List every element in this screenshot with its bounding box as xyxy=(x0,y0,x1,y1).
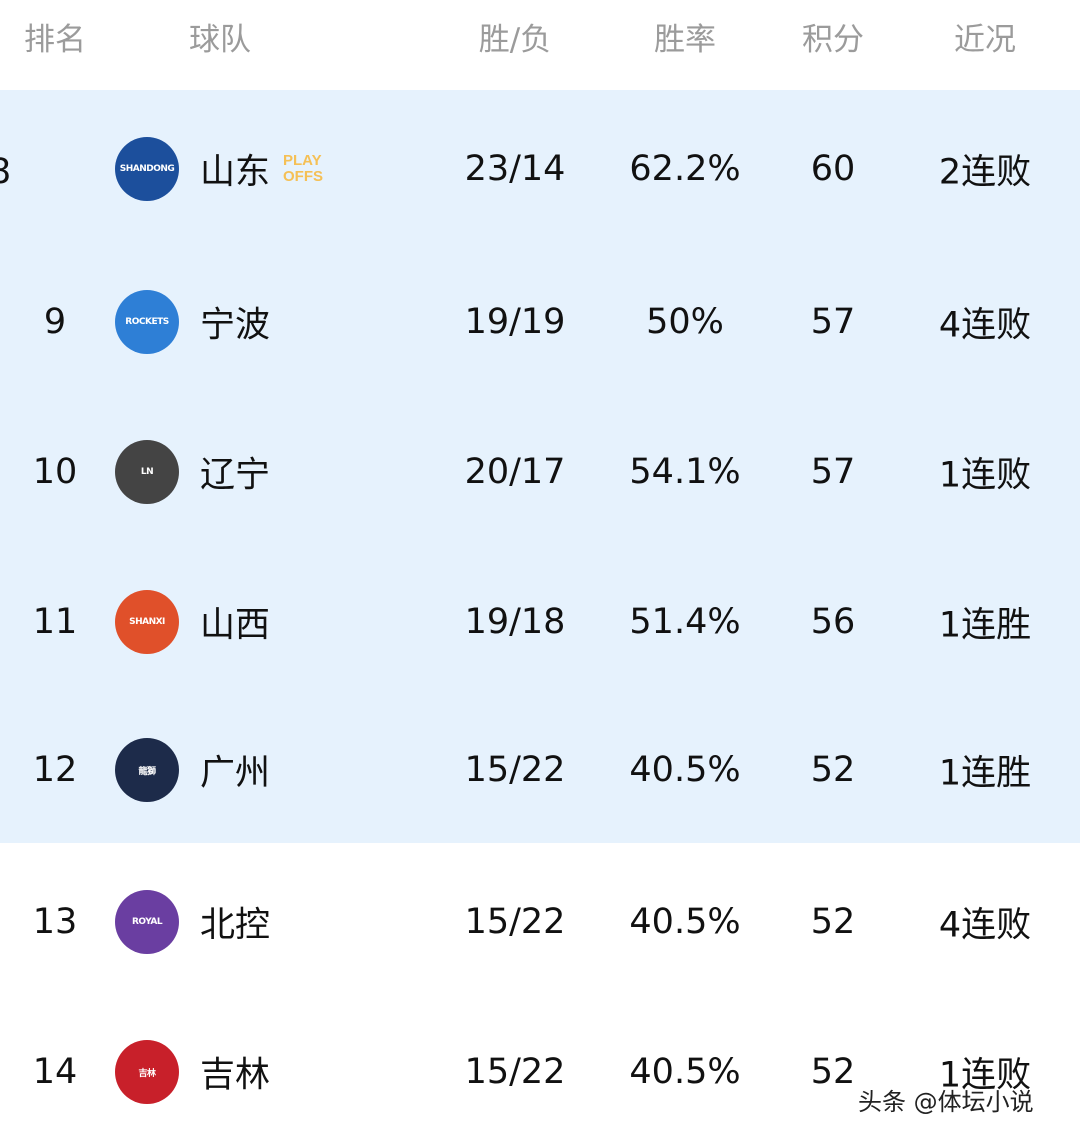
table-row[interactable]: 9 ROCKETS 宁波 19/19 50% 57 4连败 xyxy=(0,247,1080,397)
win-pct: 51.4% xyxy=(629,602,741,642)
recent-form: 1连胜 xyxy=(938,605,1032,646)
team-logo: ROYAL xyxy=(115,890,179,954)
header-wl: 胜/负 xyxy=(478,22,552,58)
win-loss: 19/18 xyxy=(464,602,566,642)
win-loss: 15/22 xyxy=(464,902,566,942)
team-logo: SHANDONG xyxy=(115,136,179,201)
table-row[interactable]: 11 SHANXI 山西 19/18 51.4% 56 1连胜 xyxy=(0,547,1080,697)
team-logo: 吉林 xyxy=(115,1040,179,1104)
recent-form: 4连败 xyxy=(938,905,1032,946)
team-logo: 龍獅 xyxy=(115,738,179,802)
playoffs-badge: PLAY OFFS xyxy=(283,151,323,185)
team-name[interactable]: 北控 xyxy=(200,905,271,946)
team-name[interactable]: 辽宁 xyxy=(200,455,271,496)
win-pct: 40.5% xyxy=(629,750,741,790)
recent-form: 2连败 xyxy=(938,152,1032,192)
table-row[interactable]: 14 吉林 吉林 15/22 40.5% 52 1连败 xyxy=(0,997,1080,1147)
win-loss: 15/22 xyxy=(464,1052,566,1092)
team-name[interactable]: 吉林 xyxy=(200,1055,271,1096)
recent-form: 1连败 xyxy=(938,1055,1032,1096)
win-pct: 50% xyxy=(646,302,724,342)
win-pct: 62.2% xyxy=(629,148,741,189)
table-row[interactable]: 12 龍獅 广州 15/22 40.5% 52 1连胜 xyxy=(0,697,1080,843)
header-pts: 积分 xyxy=(802,22,864,58)
rank: 13 xyxy=(32,902,78,942)
rank: 9 xyxy=(43,302,67,342)
team-name[interactable]: 山东 xyxy=(200,152,271,192)
table-row[interactable]: 10 LN 辽宁 20/17 54.1% 57 1连败 xyxy=(0,397,1080,547)
win-loss: 19/19 xyxy=(464,302,566,342)
recent-form: 4连败 xyxy=(938,305,1032,346)
team-logo: ROCKETS xyxy=(115,290,179,354)
win-pct: 54.1% xyxy=(629,452,741,492)
points: 60 xyxy=(810,148,856,189)
points: 52 xyxy=(810,1052,856,1092)
points: 57 xyxy=(810,452,856,492)
header-pct: 胜率 xyxy=(654,22,716,58)
points: 57 xyxy=(810,302,856,342)
points: 56 xyxy=(810,602,856,642)
rank: 12 xyxy=(32,750,78,790)
win-pct: 40.5% xyxy=(629,1052,741,1092)
header-rank: 排名 xyxy=(24,22,86,58)
table-row[interactable]: 13 ROYAL 北控 15/22 40.5% 52 4连败 xyxy=(0,847,1080,997)
win-loss: 20/17 xyxy=(464,452,566,492)
team-logo: LN xyxy=(115,440,179,504)
watermark: 头条 @体坛小说 xyxy=(858,1088,1034,1116)
recent-form: 1连败 xyxy=(938,455,1032,496)
rank: 14 xyxy=(32,1052,78,1092)
rank: 8 xyxy=(0,152,11,192)
table-header: 排名 球队 胜/负 胜率 积分 近况 xyxy=(0,0,1080,90)
team-name[interactable]: 山西 xyxy=(200,605,271,646)
win-pct: 40.5% xyxy=(629,902,741,942)
win-loss: 23/14 xyxy=(464,148,566,189)
header-recent: 近况 xyxy=(954,22,1016,58)
rank: 10 xyxy=(32,452,78,492)
points: 52 xyxy=(810,750,856,790)
rank: 11 xyxy=(32,602,78,642)
recent-form: 1连胜 xyxy=(938,753,1032,794)
team-name[interactable]: 广州 xyxy=(200,753,271,794)
team-logo: SHANXI xyxy=(115,590,179,654)
header-team: 球队 xyxy=(189,22,251,58)
team-name[interactable]: 宁波 xyxy=(200,305,271,346)
points: 52 xyxy=(810,902,856,942)
win-loss: 15/22 xyxy=(464,750,566,790)
